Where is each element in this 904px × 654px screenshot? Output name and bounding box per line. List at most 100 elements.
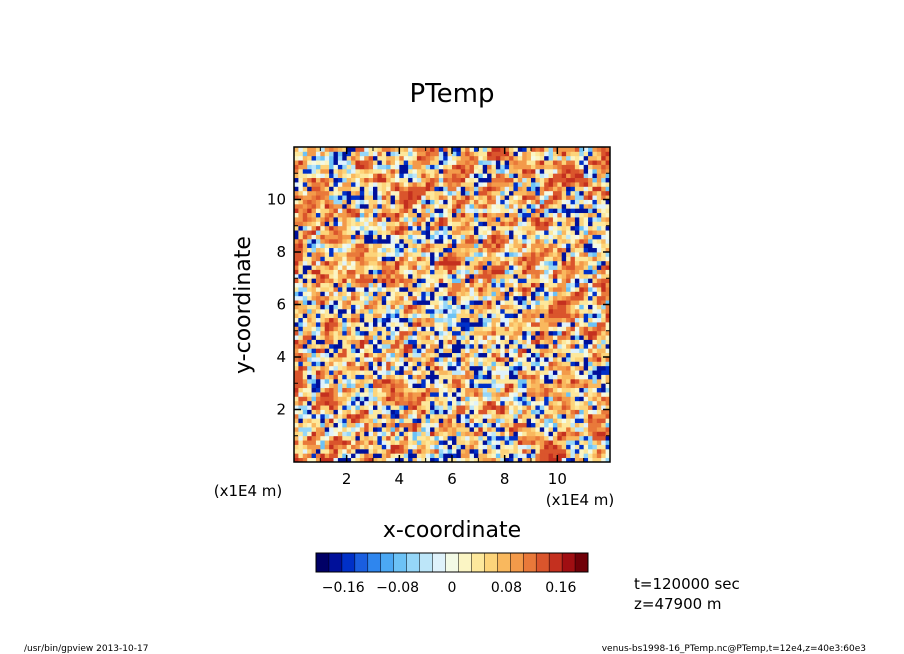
heatmap-cell bbox=[394, 413, 400, 419]
heatmap-cell bbox=[399, 396, 405, 402]
heatmap-cell bbox=[421, 418, 427, 424]
heatmap-cell bbox=[355, 396, 361, 402]
heatmap-cell bbox=[408, 190, 413, 196]
heatmap-cell bbox=[307, 335, 312, 340]
heatmap-cell bbox=[596, 396, 602, 402]
heatmap-cell bbox=[491, 269, 497, 275]
heatmap-cell bbox=[531, 269, 536, 275]
heatmap-cell bbox=[408, 168, 413, 174]
heatmap-cell bbox=[605, 444, 611, 450]
heatmap-cell bbox=[377, 444, 383, 450]
heatmap-cell bbox=[557, 396, 563, 402]
heatmap-cell bbox=[509, 422, 514, 428]
heatmap-cell bbox=[346, 357, 352, 362]
heatmap-cell bbox=[337, 291, 343, 297]
heatmap-cell bbox=[500, 357, 506, 362]
heatmap-cell bbox=[399, 326, 405, 332]
heatmap-cell bbox=[394, 190, 400, 196]
heatmap-cell bbox=[438, 326, 444, 332]
heatmap-cell bbox=[526, 313, 532, 319]
heatmap-cell bbox=[473, 339, 479, 345]
heatmap-cell bbox=[478, 444, 484, 450]
heatmap-cell bbox=[588, 300, 593, 305]
heatmap-cell bbox=[359, 203, 365, 209]
heatmap-cell bbox=[473, 313, 479, 319]
heatmap-cell bbox=[368, 343, 374, 349]
heatmap-cell bbox=[390, 322, 396, 327]
heatmap-cell bbox=[381, 295, 387, 301]
heatmap-cell bbox=[324, 413, 330, 419]
heatmap-cell bbox=[513, 343, 519, 349]
heatmap-cell bbox=[495, 444, 501, 450]
heatmap-cell bbox=[294, 339, 299, 345]
heatmap-cell bbox=[566, 225, 571, 231]
heatmap-cell bbox=[337, 431, 343, 437]
heatmap-cell bbox=[447, 396, 453, 402]
heatmap-cell bbox=[355, 308, 361, 314]
heatmap-cell bbox=[579, 295, 585, 301]
heatmap-cell bbox=[500, 164, 506, 170]
heatmap-cell bbox=[364, 400, 370, 406]
heatmap-cell bbox=[390, 168, 396, 174]
heatmap-cell bbox=[359, 243, 365, 249]
heatmap-cell bbox=[596, 400, 602, 406]
heatmap-cell bbox=[548, 357, 554, 362]
heatmap-cell bbox=[487, 230, 492, 235]
heatmap-cell bbox=[495, 177, 501, 183]
heatmap-cell bbox=[552, 230, 558, 235]
heatmap-cell bbox=[337, 413, 343, 419]
heatmap-cell bbox=[478, 335, 484, 340]
heatmap-cell bbox=[460, 317, 466, 323]
heatmap-cell bbox=[329, 427, 334, 432]
heatmap-cell bbox=[561, 431, 567, 437]
heatmap-cell bbox=[351, 374, 356, 380]
heatmap-cell bbox=[579, 182, 585, 187]
heatmap-cell bbox=[425, 208, 431, 214]
heatmap-cell bbox=[570, 300, 576, 305]
heatmap-cell bbox=[403, 418, 409, 424]
heatmap-cell bbox=[574, 265, 580, 270]
heatmap-cell bbox=[368, 182, 374, 187]
heatmap-cell bbox=[416, 199, 422, 205]
heatmap-cell bbox=[333, 444, 339, 450]
heatmap-cell bbox=[381, 370, 387, 375]
heatmap-cell bbox=[364, 304, 370, 310]
heatmap-cell bbox=[337, 387, 343, 393]
heatmap-cell bbox=[456, 256, 462, 262]
heatmap-cell bbox=[504, 422, 510, 428]
heatmap-cell bbox=[465, 317, 470, 323]
heatmap-cell bbox=[509, 295, 514, 301]
heatmap-cell bbox=[574, 409, 580, 415]
heatmap-cell bbox=[552, 313, 558, 319]
heatmap-cell bbox=[561, 225, 567, 231]
heatmap-cell bbox=[447, 400, 453, 406]
heatmap-cell bbox=[509, 221, 514, 227]
heatmap-cell bbox=[522, 190, 528, 196]
heatmap-cell bbox=[495, 457, 501, 463]
heatmap-cell bbox=[368, 278, 374, 284]
heatmap-cell bbox=[526, 217, 532, 222]
heatmap-cell bbox=[307, 177, 312, 183]
heatmap-cell bbox=[504, 212, 510, 218]
heatmap-cell bbox=[465, 300, 470, 305]
heatmap-cell bbox=[421, 282, 427, 288]
heatmap-cell bbox=[579, 427, 585, 432]
heatmap-cell bbox=[416, 326, 422, 332]
heatmap-cell bbox=[386, 413, 391, 419]
heatmap-cell bbox=[548, 164, 554, 170]
heatmap-cell bbox=[373, 348, 378, 354]
heatmap-cell bbox=[504, 374, 510, 380]
heatmap-cell bbox=[377, 291, 383, 297]
heatmap-cell bbox=[333, 361, 339, 367]
heatmap-cell bbox=[548, 396, 554, 402]
heatmap-cell bbox=[535, 422, 541, 428]
heatmap-cell bbox=[500, 352, 506, 358]
heatmap-cell bbox=[381, 230, 387, 235]
heatmap-cell bbox=[311, 199, 317, 205]
heatmap-cell bbox=[460, 238, 466, 244]
heatmap-cell bbox=[491, 217, 497, 222]
heatmap-cell bbox=[320, 238, 326, 244]
heatmap-cell bbox=[443, 435, 449, 441]
heatmap-cell bbox=[579, 448, 585, 454]
heatmap-cell bbox=[469, 260, 475, 266]
